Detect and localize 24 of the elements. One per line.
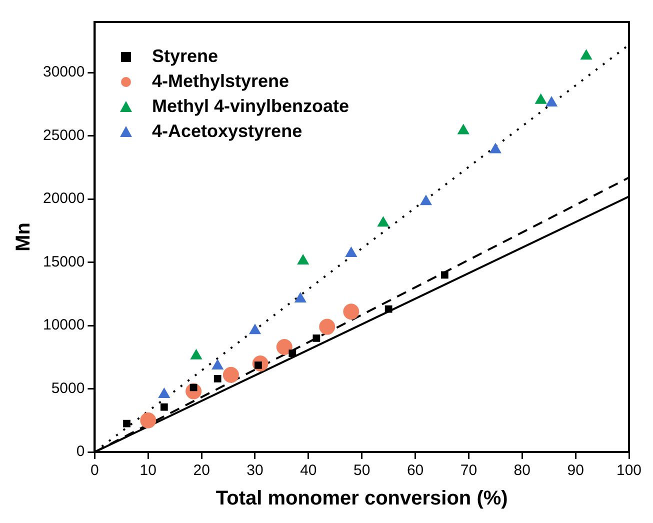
y-tick-label: 25000 [42,126,85,144]
y-tick-label: 10000 [42,316,85,334]
x-tick-label: 100 [616,462,642,480]
y-tick-label: 20000 [42,190,85,208]
x-tick-label: 30 [246,462,264,480]
x-tick-label: 10 [140,462,156,480]
y-tick-label: 30000 [42,64,85,81]
legend-label: Methyl 4-vinylbenzoate [152,96,350,117]
x-tick-label: 60 [406,462,424,480]
x-tick-label: 80 [514,462,530,480]
legend-label: 4-Acetoxystyrene [152,121,302,142]
x-tick-label: 70 [460,462,478,480]
x-tick-label: 40 [300,462,317,480]
x-tick-label: 50 [354,462,370,480]
legend-label: 4-Methylstyrene [152,71,290,92]
y-axis-title: Mn [12,222,35,252]
x-tick-label: 0 [90,462,99,480]
x-tick-label: 20 [193,462,210,480]
x-tick-label: 90 [567,462,584,480]
y-tick-label: 0 [76,443,85,460]
y-tick-label: 5000 [51,380,85,397]
legend-label: Styrene [152,46,218,67]
x-axis-title: Total monomer conversion (%) [216,488,508,510]
y-tick-label: 15000 [42,253,85,270]
